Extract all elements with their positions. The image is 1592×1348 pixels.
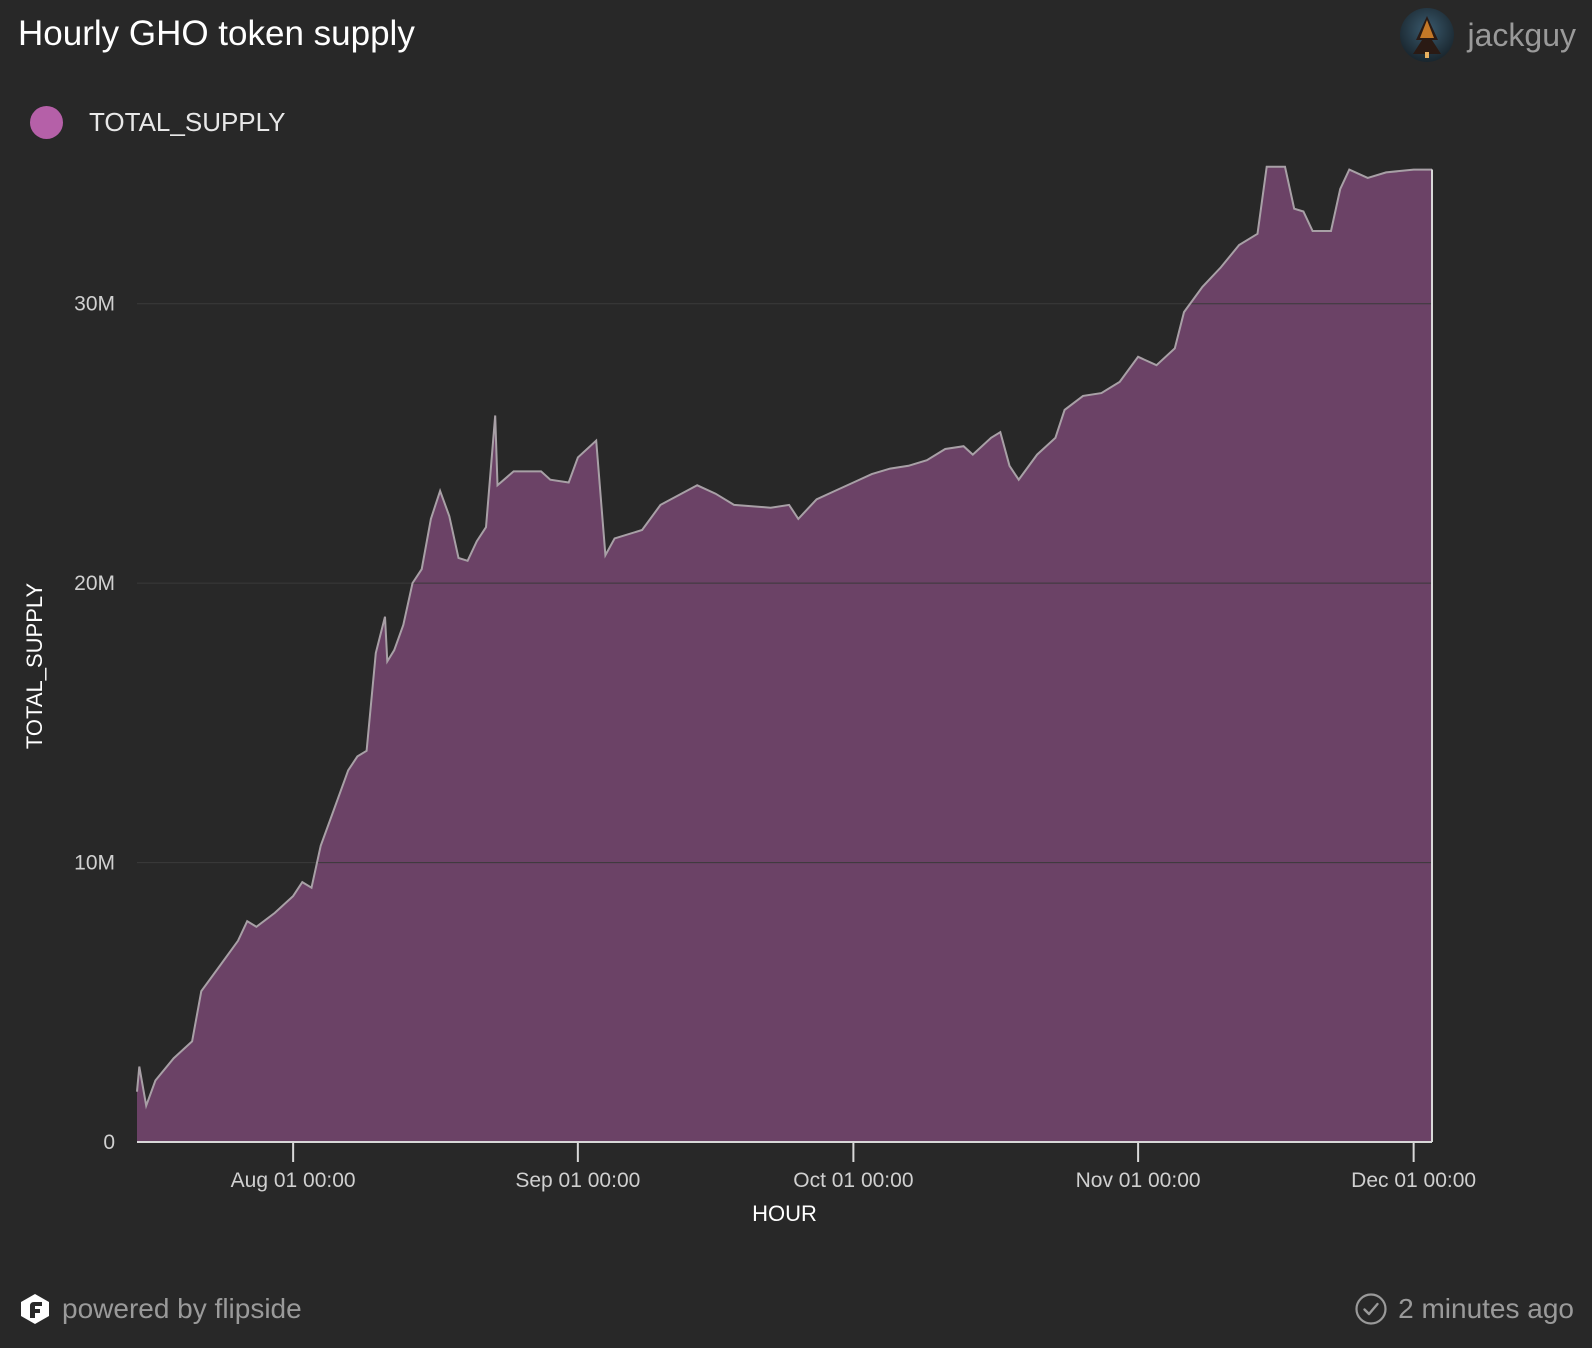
- x-tick-label: Aug 01 00:00: [231, 1169, 356, 1192]
- chart-title: Hourly GHO token supply: [18, 14, 415, 53]
- x-tick-label: Dec 01 00:00: [1351, 1169, 1476, 1192]
- chart-legend: TOTAL_SUPPLY: [30, 106, 286, 139]
- x-tick-label: Sep 01 00:00: [515, 1169, 640, 1192]
- legend-label: TOTAL_SUPPLY: [89, 107, 286, 137]
- check-circle-icon: [1355, 1293, 1387, 1325]
- legend-swatch: [30, 106, 63, 139]
- y-tick-label: 0: [103, 1131, 115, 1154]
- series-line: [136, 165, 1432, 1110]
- powered-by-label[interactable]: powered by flipside: [62, 1293, 302, 1324]
- user-badge[interactable]: jackguy: [1399, 8, 1577, 62]
- powered-by[interactable]: powered by flipside: [18, 1292, 302, 1326]
- last-updated: 2 minutes ago: [1354, 1292, 1574, 1326]
- area-fill: [137, 166, 1432, 1143]
- x-axis-title: HOUR: [752, 1201, 817, 1226]
- y-axis-title: TOTAL_SUPPLY: [22, 583, 47, 750]
- y-tick-label: 30M: [74, 293, 115, 316]
- forest-avatar-icon: [1399, 8, 1454, 62]
- flipside-logo-icon: [21, 1294, 49, 1324]
- username[interactable]: jackguy: [1467, 16, 1577, 53]
- x-tick-label: Nov 01 00:00: [1076, 1169, 1201, 1192]
- y-tick-label: 20M: [74, 572, 115, 595]
- x-tick-label: Oct 01 00:00: [793, 1169, 913, 1192]
- last-updated-label: 2 minutes ago: [1398, 1293, 1574, 1324]
- y-tick-label: 10M: [74, 852, 115, 875]
